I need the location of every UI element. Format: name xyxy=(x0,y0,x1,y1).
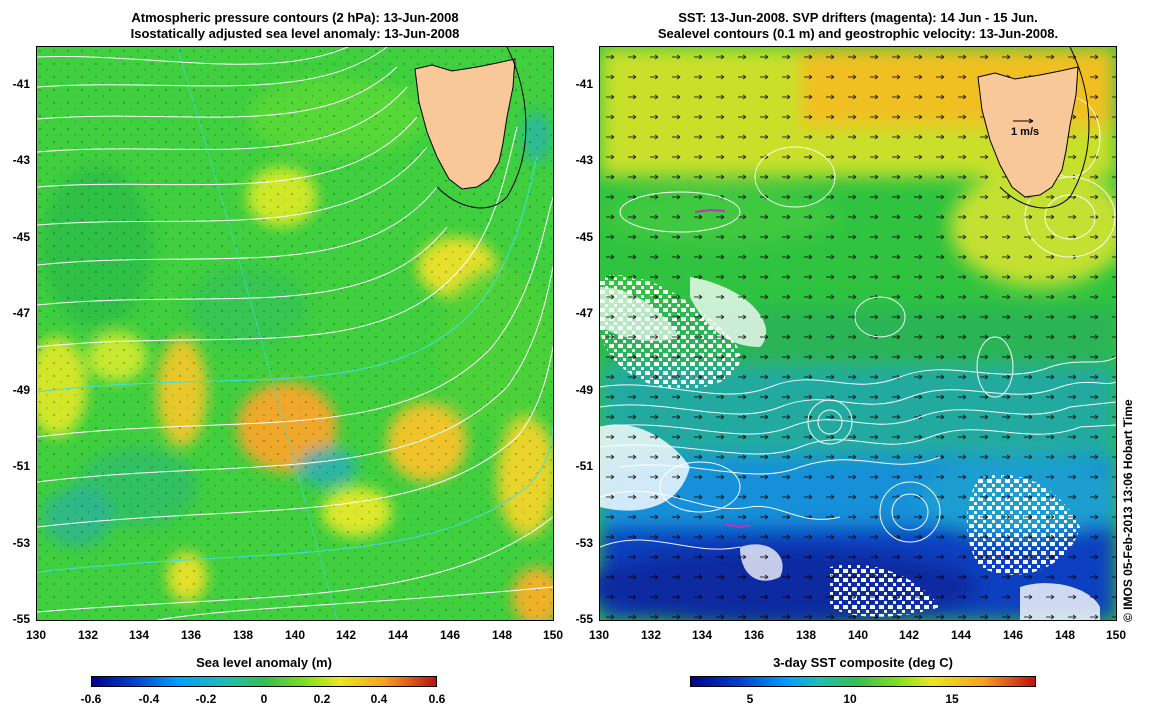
sst-colorbar-label: 3-day SST composite (deg C) xyxy=(773,655,953,670)
imos-credit: © IMOS 05-Feb-2013 13:06 Hobart Time xyxy=(1121,399,1135,622)
sla-map-graphic xyxy=(37,47,553,620)
right-title-line2: Sealevel contours (0.1 m) and geostrophi… xyxy=(657,26,1059,41)
left-title-line2: Isostatically adjusted sea level anomaly… xyxy=(130,26,460,41)
drifter-track xyxy=(724,523,751,529)
drifter-track xyxy=(694,208,726,213)
sst-colorbar xyxy=(690,676,1036,687)
sst-map-graphic xyxy=(600,47,1116,620)
right-title-line1: SST: 13-Jun-2008. SVP drifters (magenta)… xyxy=(678,10,1038,25)
tasmania-land xyxy=(414,58,516,190)
sla-colorbar xyxy=(91,676,437,687)
tasmania-land xyxy=(977,66,1079,198)
sla-colorbar-label: Sea level anomaly (m) xyxy=(196,655,332,670)
sla-map xyxy=(36,46,554,621)
velocity-scale-label: 1 m/s xyxy=(1011,126,1040,138)
sst-map: 1 m/s xyxy=(599,46,1117,621)
left-title-line1: Atmospheric pressure contours (2 hPa): 1… xyxy=(131,10,459,25)
